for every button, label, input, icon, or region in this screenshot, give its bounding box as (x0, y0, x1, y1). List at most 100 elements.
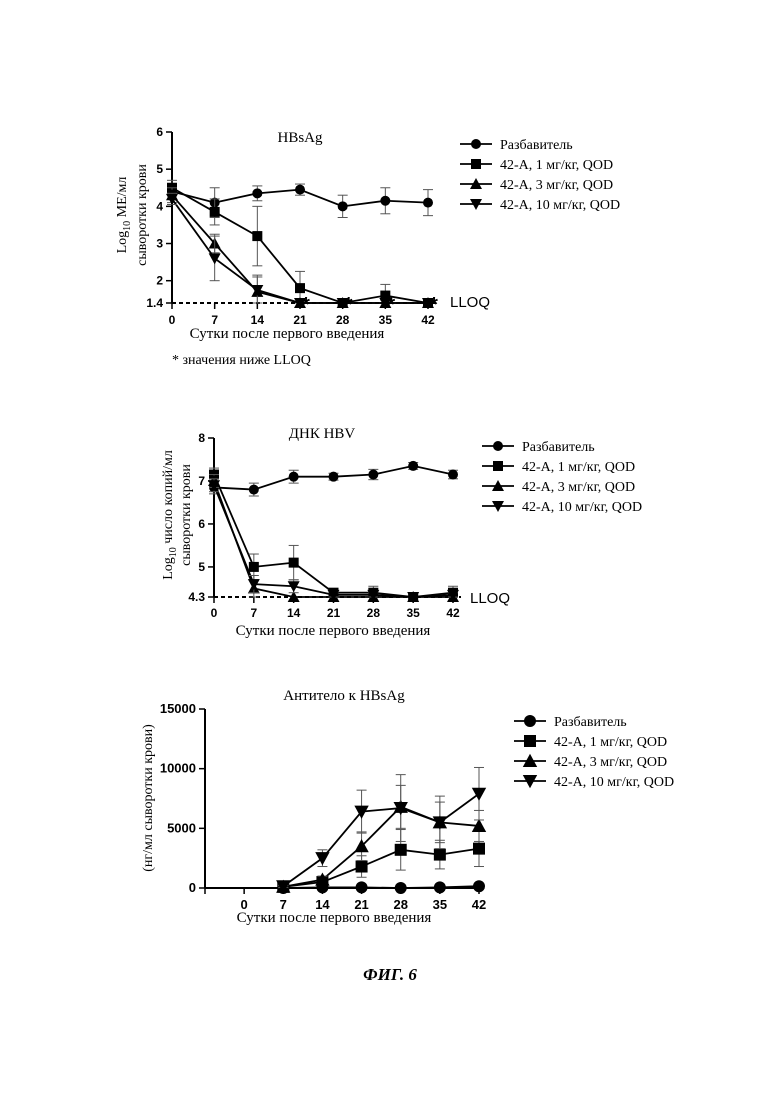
legend-label: 42-А, 3 мг/кг, QOD (500, 178, 613, 193)
x-tick-label: 42 (472, 897, 486, 912)
lloq-label: LLOQ (450, 294, 490, 311)
legend-label: Разбавитель (500, 138, 573, 153)
data-point (338, 201, 348, 211)
anti-hbsag-chart: Антитело к HBsAg (нг/мл сыворотки крови)… (141, 688, 674, 926)
y-tick-label: 8 (198, 431, 205, 445)
below-lloq-asterisk: * (430, 294, 438, 316)
y-tick-label: 6 (156, 125, 163, 139)
data-point (472, 788, 486, 801)
legend-label: 42-А, 1 мг/кг, QOD (500, 158, 613, 173)
lloq-label: LLOQ (470, 590, 510, 607)
data-point (434, 881, 446, 893)
x-tick-label: 14 (251, 313, 265, 327)
legend-marker (471, 159, 481, 169)
y-tick-label: 3 (156, 237, 163, 251)
data-point (295, 283, 305, 293)
hbv-dna-chart: ДНК HBV Log10 число копий/мл сыворотки к… (161, 426, 642, 639)
x-tick-label: 35 (433, 897, 447, 912)
legend-label: 42-А, 1 мг/кг, QOD (522, 460, 635, 475)
data-point (448, 470, 458, 480)
legend-label: 42-А, 10 мг/кг, QOD (554, 775, 674, 790)
data-point (315, 852, 329, 865)
series-4 (276, 767, 486, 893)
x-tick-label: 28 (393, 897, 407, 912)
data-point (380, 196, 390, 206)
hbv-dna-y-axis-label-line2: сыворотки крови (179, 464, 194, 566)
legend-label: 42-А, 10 мг/кг, QOD (500, 198, 620, 213)
x-tick-label: 21 (354, 897, 368, 912)
series-2 (209, 468, 458, 602)
y-tick-label: 5000 (167, 820, 196, 835)
hbsag-footnote: * значения ниже LLOQ (172, 353, 311, 368)
legend-marker (524, 715, 536, 727)
figure-label: ФИГ. 6 (363, 965, 417, 984)
data-point (408, 461, 418, 471)
data-point (434, 849, 446, 861)
series-line (283, 886, 479, 888)
legend-label: Разбавитель (554, 715, 627, 730)
y-tick-label: 6 (198, 517, 205, 531)
data-point (289, 558, 299, 568)
data-point (473, 843, 485, 855)
data-point (252, 231, 262, 241)
data-point (356, 881, 368, 893)
legend-label: 42-А, 1 мг/кг, QOD (554, 735, 667, 750)
data-point (329, 472, 339, 482)
y-tick-label: 5 (156, 162, 163, 176)
anti-hbsag-chart-title: Антитело к HBsAg (283, 688, 405, 704)
data-point (395, 882, 407, 894)
series-2 (277, 830, 485, 893)
data-point (423, 198, 433, 208)
x-tick-label: 21 (327, 606, 341, 620)
hbsag-y-axis-label: Log10 МЕ/мл (115, 177, 133, 254)
x-tick-label: 28 (367, 606, 381, 620)
hbv-dna-y-axis-label: Log10 число копий/мл (161, 450, 179, 580)
series-4 (208, 479, 459, 603)
x-tick-label: 14 (287, 606, 301, 620)
x-tick-label: 42 (446, 606, 460, 620)
y-tick-label: 5 (198, 560, 205, 574)
series-3 (276, 785, 486, 892)
hbsag-y-axis-label-line2: сыворотки крови (135, 164, 150, 266)
legend-marker (493, 461, 503, 471)
data-point (289, 472, 299, 482)
legend-label: 42-А, 3 мг/кг, QOD (522, 480, 635, 495)
data-point (249, 562, 259, 572)
x-tick-label: 7 (211, 313, 218, 327)
figure-canvas: HBsAg Log10 МЕ/мл сыворотки крови Сутки … (0, 0, 780, 1103)
y-tick-label: 1.4 (146, 296, 163, 310)
data-point (356, 861, 368, 873)
data-point (249, 485, 259, 495)
legend-marker (524, 735, 536, 747)
x-tick-label: 0 (169, 313, 176, 327)
hbsag-chart-title: HBsAg (277, 130, 323, 146)
below-lloq-asterisk: * (302, 294, 310, 316)
hbv-dna-x-axis-label: Сутки после первого введения (236, 623, 431, 639)
y-tick-label: 4 (156, 199, 163, 213)
hbv-dna-chart-title: ДНК HBV (289, 426, 356, 442)
legend-label: 42-А, 3 мг/кг, QOD (554, 755, 667, 770)
y-tick-label: 4.3 (188, 590, 205, 604)
legend-marker (471, 139, 481, 149)
legend-label: Разбавитель (522, 440, 595, 455)
legend-label: 42-А, 10 мг/кг, QOD (522, 500, 642, 515)
x-tick-label: 7 (250, 606, 257, 620)
x-tick-label: 0 (241, 897, 248, 912)
anti-hbsag-y-axis-label: (нг/мл сыворотки крови) (141, 724, 156, 872)
series-3 (208, 475, 459, 602)
series-2 (167, 180, 433, 308)
data-point (209, 253, 221, 264)
x-tick-label: 35 (406, 606, 420, 620)
y-tick-label: 2 (156, 274, 163, 288)
y-tick-label: 15000 (160, 701, 196, 716)
data-point (473, 880, 485, 892)
series-line (283, 794, 479, 886)
x-tick-label: 0 (211, 606, 218, 620)
below-lloq-asterisk: * (387, 294, 395, 316)
anti-hbsag-x-axis-label: Сутки после первого введения (237, 910, 432, 926)
data-point (368, 470, 378, 480)
below-lloq-asterisk: * (345, 294, 353, 316)
series-line (283, 807, 479, 887)
series-1 (209, 461, 458, 496)
x-tick-label: 7 (280, 897, 287, 912)
